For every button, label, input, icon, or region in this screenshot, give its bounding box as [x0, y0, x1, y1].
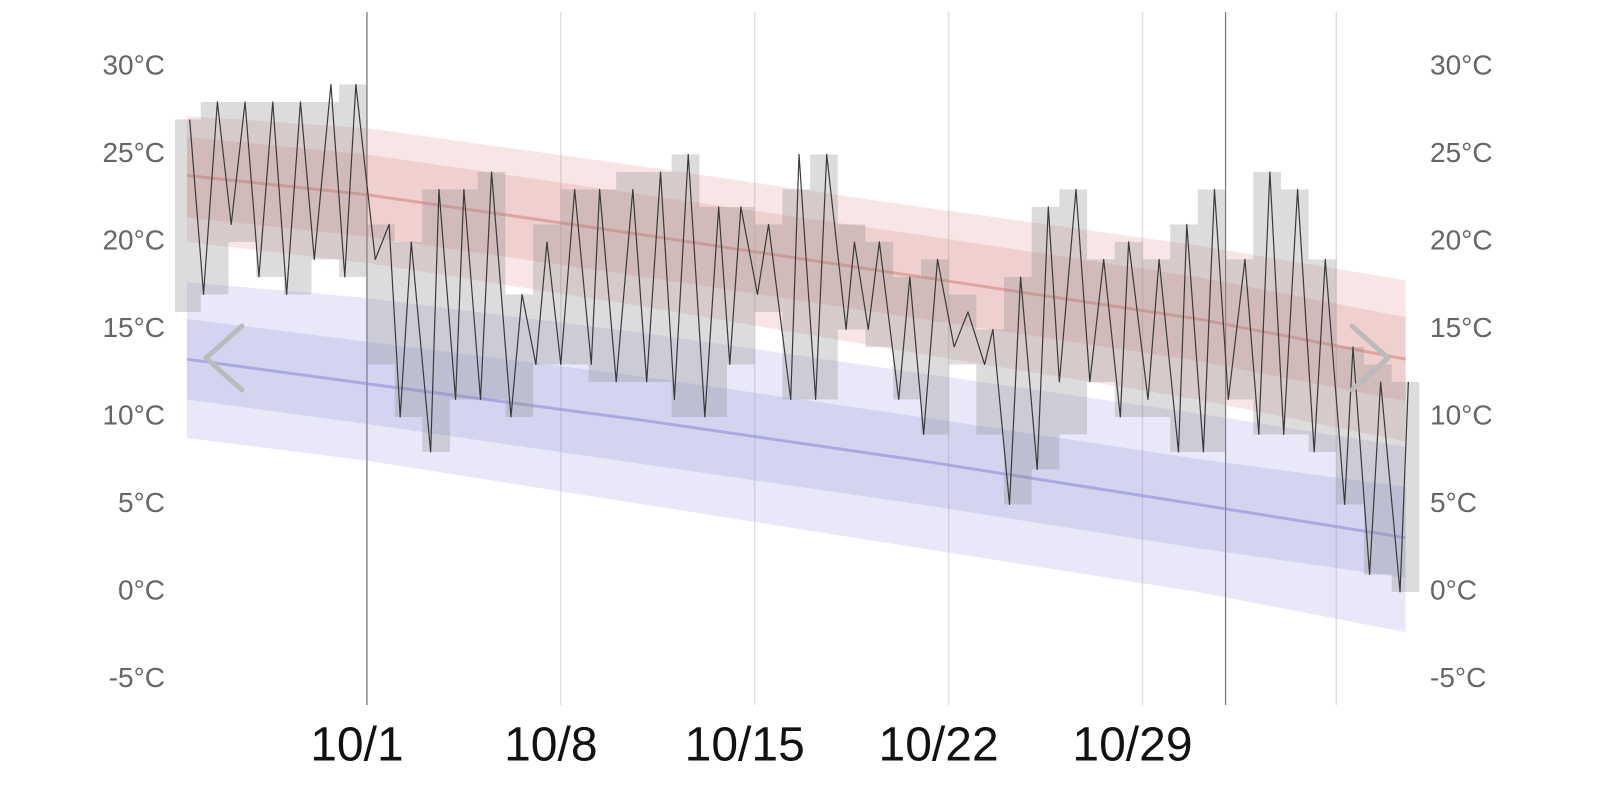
y2-tick-label: 15°C — [1430, 312, 1493, 343]
daily-range — [200, 101, 229, 295]
normal-band — [186, 282, 1406, 633]
daily-range — [505, 294, 534, 417]
daily-range — [1364, 364, 1392, 575]
daily-range — [394, 241, 423, 417]
x-tick-label: 10/8 — [504, 719, 597, 772]
daily-range — [283, 101, 312, 295]
x-tick-label: 10/1 — [310, 719, 403, 772]
daily-range — [948, 294, 977, 365]
y2-tick-label: 30°C — [1430, 49, 1493, 80]
next-arrow[interactable] — [1349, 323, 1391, 393]
daily-range — [865, 241, 894, 347]
y-tick-label: 20°C — [102, 224, 165, 255]
daily-range — [1031, 206, 1060, 470]
temperature-line — [189, 83, 1409, 593]
daily-range — [1308, 259, 1337, 452]
daily-range — [256, 101, 284, 277]
normal-mean — [186, 173, 1406, 361]
normal-mean — [186, 357, 1406, 540]
daily-range — [810, 154, 838, 400]
y2-tick-label: -5°C — [1430, 662, 1486, 693]
y-tick-label: 5°C — [118, 487, 165, 518]
y-tick-label: -5°C — [109, 662, 165, 693]
daily-range — [1003, 276, 1032, 505]
daily-range — [1391, 381, 1420, 592]
y-tick-label: 0°C — [118, 574, 165, 605]
y2-tick-label: 0°C — [1430, 574, 1477, 605]
x-tick-label: 10/29 — [1072, 719, 1192, 772]
daily-range — [699, 206, 728, 417]
daily-range — [560, 189, 589, 365]
y2-tick-label: 5°C — [1430, 487, 1477, 518]
daily-range — [450, 189, 478, 400]
daily-range — [1170, 224, 1198, 452]
daily-range — [893, 276, 921, 400]
daily-range — [1336, 346, 1365, 505]
daily-range — [616, 171, 644, 382]
daily-range — [339, 84, 367, 277]
x-tick-label: 10/15 — [685, 719, 805, 772]
daily-range — [976, 329, 1004, 435]
normal-band — [186, 136, 1406, 402]
daily-range — [920, 259, 949, 435]
x-tick-label: 10/22 — [879, 719, 999, 772]
daily-range — [1114, 241, 1143, 417]
daily-range — [1142, 259, 1171, 417]
daily-range — [1225, 259, 1254, 400]
daily-range — [175, 119, 201, 312]
y2-tick-label: 25°C — [1430, 137, 1493, 168]
y2-tick-label: 20°C — [1430, 224, 1493, 255]
y2-tick-label: 10°C — [1430, 399, 1493, 430]
normal-band — [186, 318, 1406, 578]
daily-range — [1280, 189, 1309, 435]
daily-range — [1197, 189, 1226, 452]
y-tick-label: 10°C — [102, 399, 165, 430]
prev-arrow[interactable] — [203, 323, 245, 393]
daily-range — [311, 101, 340, 260]
y-tick-label: 25°C — [102, 137, 165, 168]
y-tick-label: 15°C — [102, 312, 165, 343]
y-tick-label: 30°C — [102, 49, 165, 80]
daily-range — [1059, 189, 1088, 435]
normal-band — [186, 115, 1406, 442]
